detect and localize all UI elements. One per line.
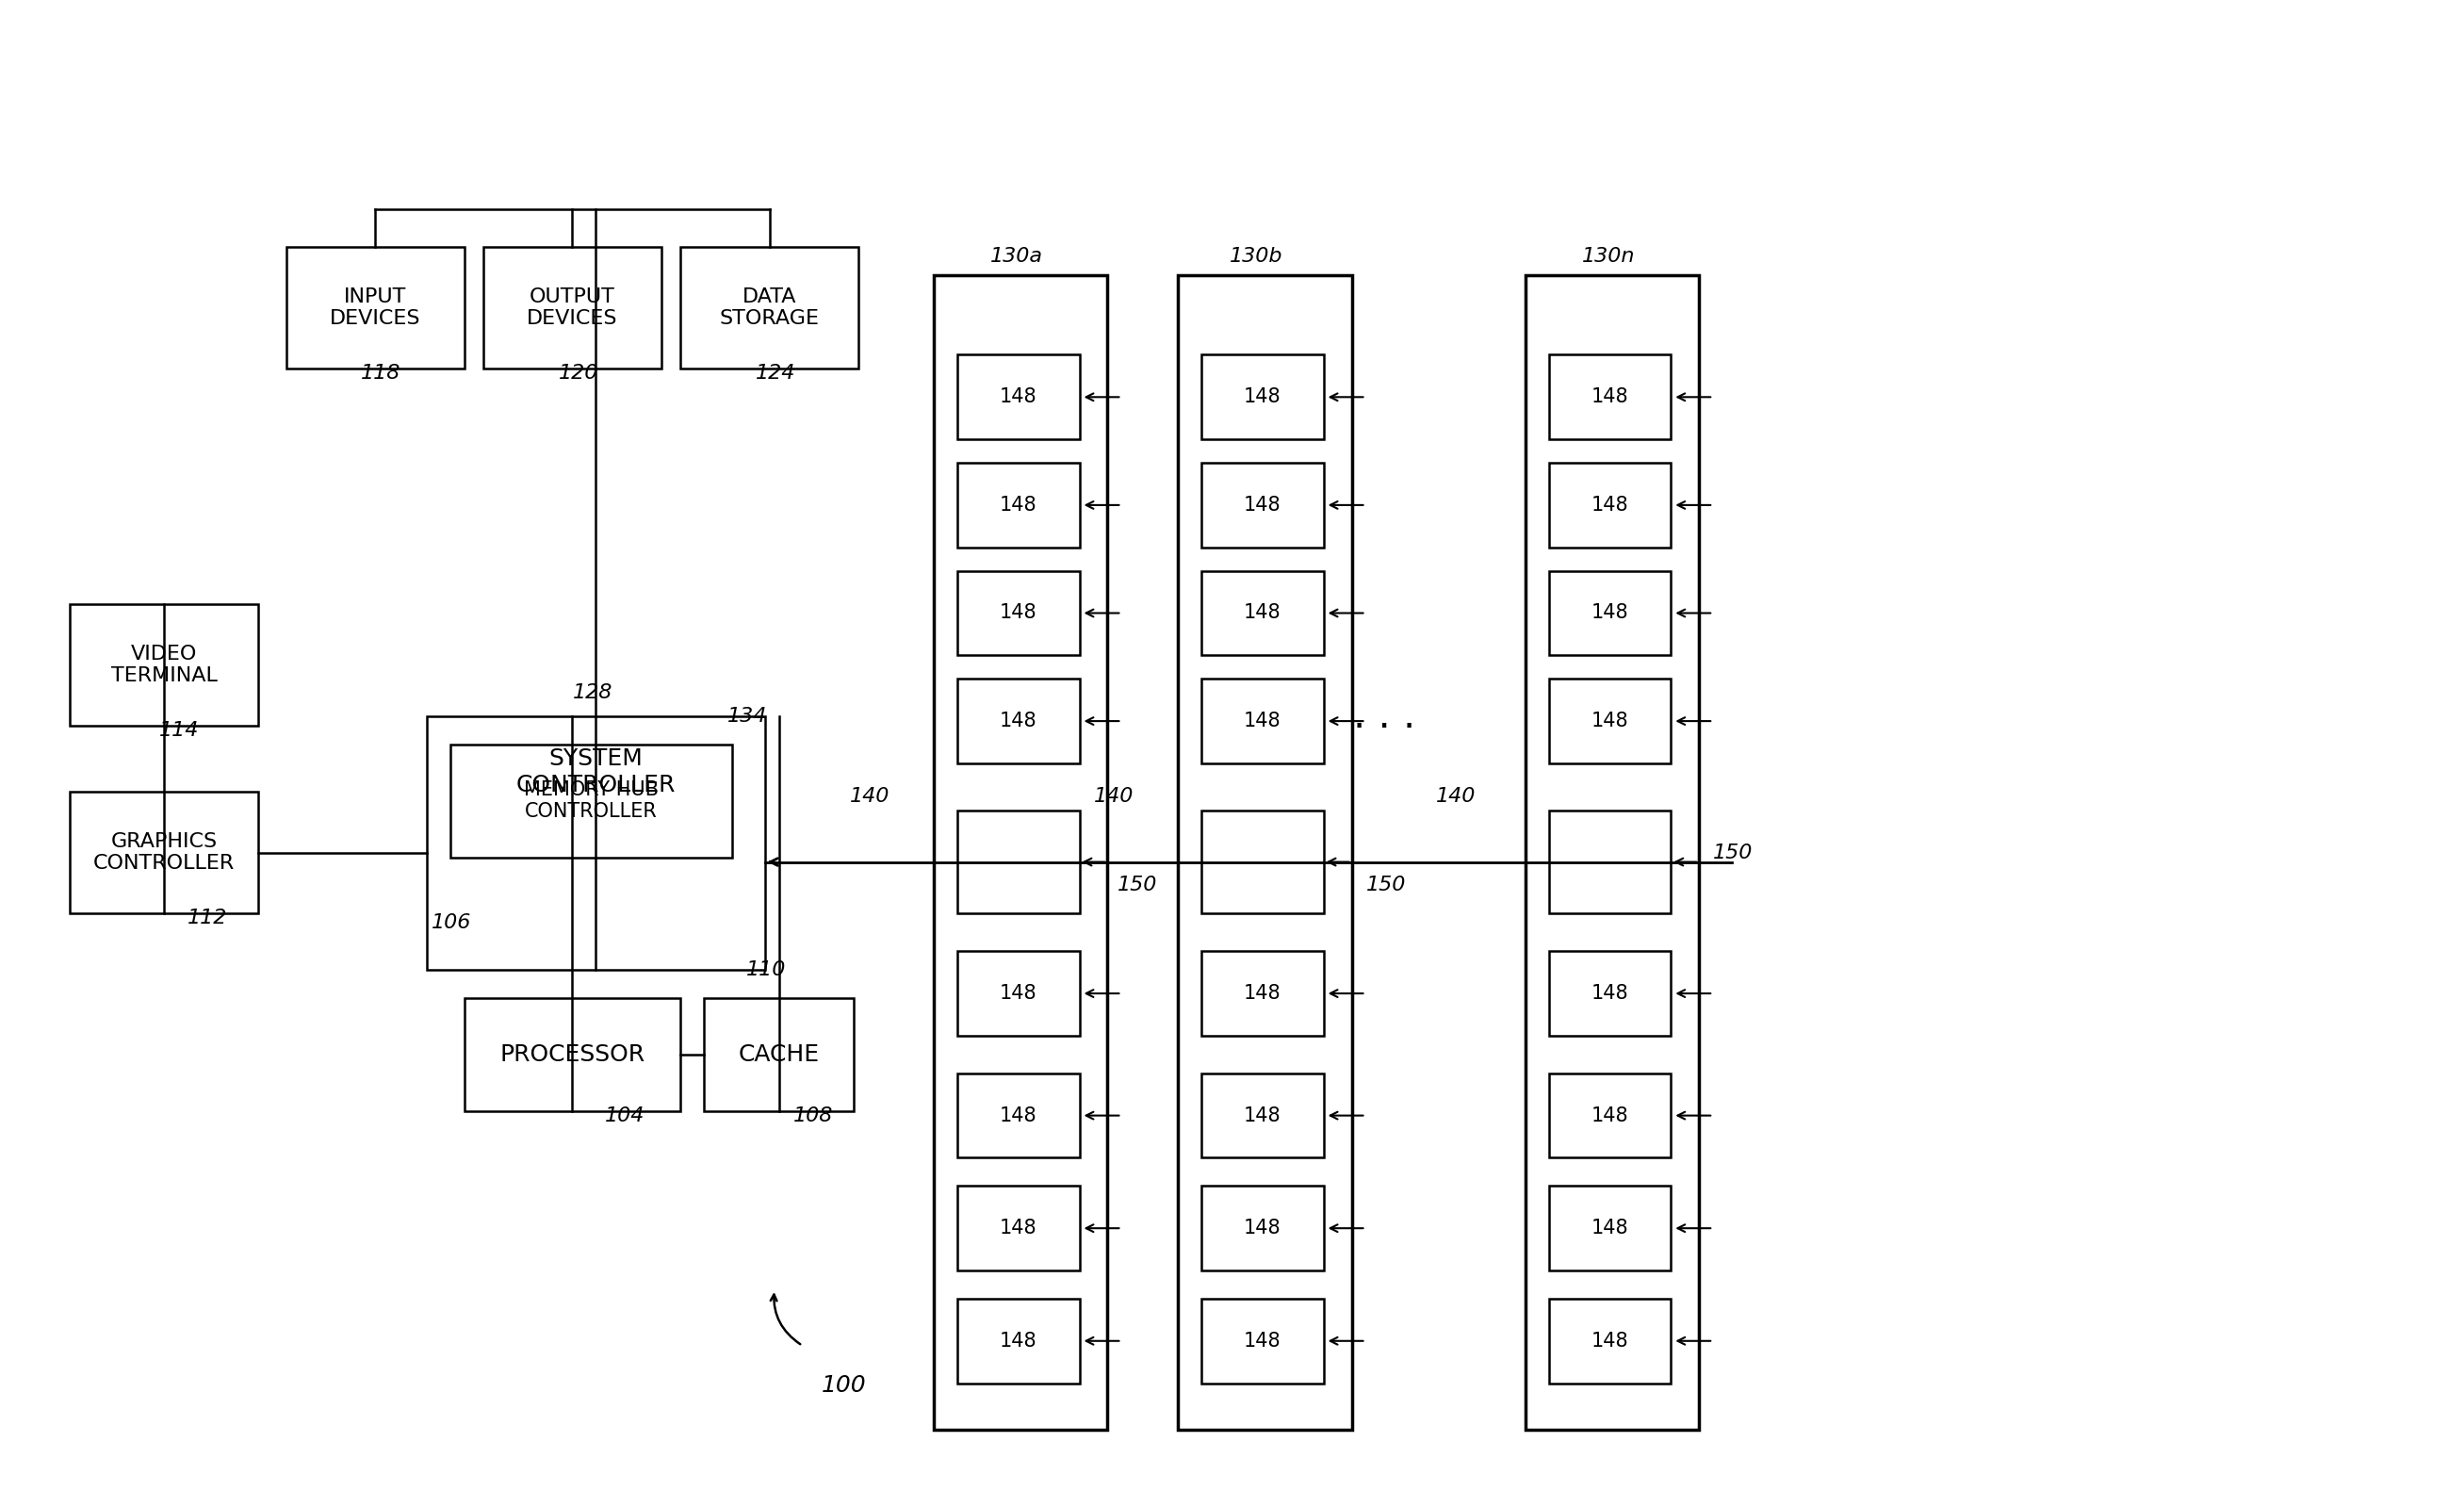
- Text: 108: 108: [793, 1106, 833, 1124]
- Text: GRAPHICS
CONTROLLER: GRAPHICS CONTROLLER: [94, 832, 234, 872]
- Bar: [958, 678, 1079, 763]
- Bar: [1550, 951, 1671, 1036]
- Bar: [705, 997, 855, 1111]
- Text: 114: 114: [160, 722, 200, 740]
- Text: 112: 112: [187, 910, 227, 927]
- Bar: [958, 355, 1079, 440]
- Bar: [483, 248, 663, 368]
- Text: PROCESSOR: PROCESSOR: [500, 1044, 646, 1066]
- Text: VIDEO
TERMINAL: VIDEO TERMINAL: [111, 644, 217, 684]
- Bar: [958, 810, 1079, 914]
- Bar: [958, 462, 1079, 547]
- Text: 148: 148: [1244, 495, 1281, 514]
- Text: 130b: 130b: [1230, 246, 1284, 265]
- Text: 148: 148: [1000, 604, 1037, 623]
- Text: 148: 148: [1592, 604, 1629, 623]
- Text: 148: 148: [1592, 1331, 1629, 1351]
- Bar: [451, 744, 732, 857]
- Bar: [286, 248, 463, 368]
- Text: 148: 148: [1244, 388, 1281, 407]
- Bar: [1550, 1299, 1671, 1384]
- Text: 148: 148: [1592, 495, 1629, 514]
- Bar: [958, 1299, 1079, 1384]
- Text: 100: 100: [821, 1373, 865, 1397]
- Text: MEMORY HUB
CONTROLLER: MEMORY HUB CONTROLLER: [525, 781, 658, 822]
- Text: 118: 118: [362, 364, 402, 383]
- Bar: [1550, 1074, 1671, 1159]
- Text: INPUT
DEVICES: INPUT DEVICES: [330, 288, 421, 328]
- Bar: [1202, 462, 1323, 547]
- Text: 148: 148: [1244, 1218, 1281, 1238]
- Bar: [1550, 810, 1671, 914]
- Text: 148: 148: [1000, 388, 1037, 407]
- Text: 106: 106: [431, 914, 471, 932]
- Bar: [1550, 678, 1671, 763]
- Text: 134: 134: [727, 707, 766, 726]
- Text: 128: 128: [572, 683, 614, 702]
- Text: 124: 124: [756, 364, 796, 383]
- Text: 148: 148: [1000, 984, 1037, 1003]
- Text: OUTPUT
DEVICES: OUTPUT DEVICES: [527, 288, 618, 328]
- Text: 148: 148: [1592, 711, 1629, 731]
- Text: SYSTEM
CONTROLLER: SYSTEM CONTROLLER: [515, 748, 675, 796]
- Bar: [1550, 1185, 1671, 1270]
- Text: 148: 148: [1244, 1106, 1281, 1124]
- Text: 148: 148: [1244, 711, 1281, 731]
- Bar: [958, 571, 1079, 656]
- Bar: [1202, 1185, 1323, 1270]
- Text: 148: 148: [1000, 1331, 1037, 1351]
- Bar: [1202, 571, 1323, 656]
- Text: 150: 150: [1116, 877, 1158, 895]
- Text: 148: 148: [1000, 711, 1037, 731]
- Text: 140: 140: [1094, 787, 1133, 805]
- Bar: [934, 274, 1109, 1430]
- Text: 148: 148: [1592, 984, 1629, 1003]
- Bar: [958, 1074, 1079, 1159]
- Bar: [1550, 355, 1671, 440]
- Bar: [958, 1185, 1079, 1270]
- Text: 148: 148: [1244, 604, 1281, 623]
- Text: 104: 104: [606, 1106, 646, 1124]
- Bar: [1525, 274, 1700, 1430]
- Text: 110: 110: [747, 960, 786, 980]
- Bar: [958, 951, 1079, 1036]
- Bar: [69, 792, 259, 914]
- Bar: [1202, 355, 1323, 440]
- Text: 140: 140: [850, 787, 890, 805]
- Text: 148: 148: [1592, 1218, 1629, 1238]
- Text: 120: 120: [559, 364, 599, 383]
- Text: CACHE: CACHE: [739, 1044, 821, 1066]
- Bar: [426, 716, 764, 971]
- Bar: [69, 604, 259, 726]
- Bar: [1202, 810, 1323, 914]
- Text: 148: 148: [1000, 1106, 1037, 1124]
- Text: 150: 150: [1712, 842, 1754, 862]
- Text: 148: 148: [1000, 495, 1037, 514]
- Text: 148: 148: [1592, 1106, 1629, 1124]
- Text: 148: 148: [1000, 1218, 1037, 1238]
- Bar: [1202, 1299, 1323, 1384]
- Text: 148: 148: [1592, 388, 1629, 407]
- Bar: [1202, 1074, 1323, 1159]
- Bar: [680, 248, 860, 368]
- Text: DATA
STORAGE: DATA STORAGE: [719, 288, 821, 328]
- Bar: [1178, 274, 1353, 1430]
- Bar: [463, 997, 680, 1111]
- Bar: [1550, 571, 1671, 656]
- Bar: [1202, 951, 1323, 1036]
- Text: . . .: . . .: [1353, 696, 1417, 737]
- Text: 150: 150: [1365, 877, 1407, 895]
- Text: 148: 148: [1244, 1331, 1281, 1351]
- Bar: [1550, 462, 1671, 547]
- Text: 130a: 130a: [991, 246, 1042, 265]
- Bar: [1202, 678, 1323, 763]
- Text: 148: 148: [1244, 984, 1281, 1003]
- Text: 130n: 130n: [1582, 246, 1636, 265]
- Text: 140: 140: [1437, 787, 1476, 805]
